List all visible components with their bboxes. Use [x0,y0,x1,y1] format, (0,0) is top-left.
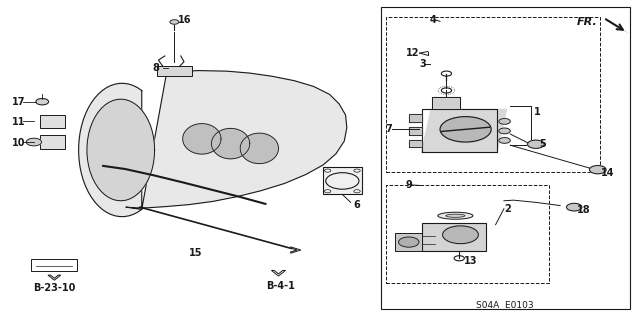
Text: 11: 11 [12,117,26,127]
Bar [386,17,600,172]
Circle shape [566,203,582,211]
Circle shape [499,119,510,124]
Text: 5: 5 [539,139,546,149]
Polygon shape [409,140,422,147]
Circle shape [499,128,510,134]
Text: 7: 7 [386,124,392,134]
Bar [31,259,77,271]
Polygon shape [409,127,422,135]
Text: 8: 8 [153,63,159,73]
Bar [323,167,362,195]
Polygon shape [422,109,506,152]
Bar [386,185,548,283]
Text: 13: 13 [465,256,478,266]
Polygon shape [433,97,461,109]
Polygon shape [183,124,221,154]
Circle shape [589,166,606,174]
Polygon shape [240,133,278,164]
Polygon shape [602,17,629,34]
Circle shape [399,237,419,247]
Bar [422,223,486,251]
Text: 4: 4 [430,15,436,25]
Text: 6: 6 [354,200,360,210]
Polygon shape [79,70,347,217]
Text: B-4-1: B-4-1 [266,281,295,291]
Circle shape [26,138,42,146]
Circle shape [170,20,179,24]
Bar [40,115,65,128]
Polygon shape [271,271,285,276]
Bar [396,233,422,251]
Circle shape [527,140,544,148]
Polygon shape [409,115,422,122]
Text: 15: 15 [189,248,202,257]
Text: 9: 9 [406,180,412,190]
Polygon shape [211,128,250,159]
Bar [381,7,630,309]
Circle shape [443,226,478,244]
Text: 14: 14 [601,168,614,178]
Polygon shape [87,99,155,201]
Text: 3: 3 [419,59,426,69]
Bar [40,135,65,149]
Text: 18: 18 [577,205,590,215]
Ellipse shape [446,214,465,217]
Text: 2: 2 [504,204,511,214]
Polygon shape [48,275,61,280]
Text: S04A  E0103: S04A E0103 [476,301,534,310]
Bar [157,66,192,76]
Circle shape [440,117,491,142]
Text: 16: 16 [178,15,192,26]
Circle shape [36,99,49,105]
Ellipse shape [438,212,473,219]
Text: 12: 12 [406,48,419,58]
Text: FR.: FR. [577,17,597,27]
Circle shape [499,137,510,143]
Text: 17: 17 [12,97,26,107]
Text: 1: 1 [534,107,541,117]
Text: B-23-10: B-23-10 [33,283,76,293]
Text: 10: 10 [12,138,26,148]
Polygon shape [291,247,301,253]
